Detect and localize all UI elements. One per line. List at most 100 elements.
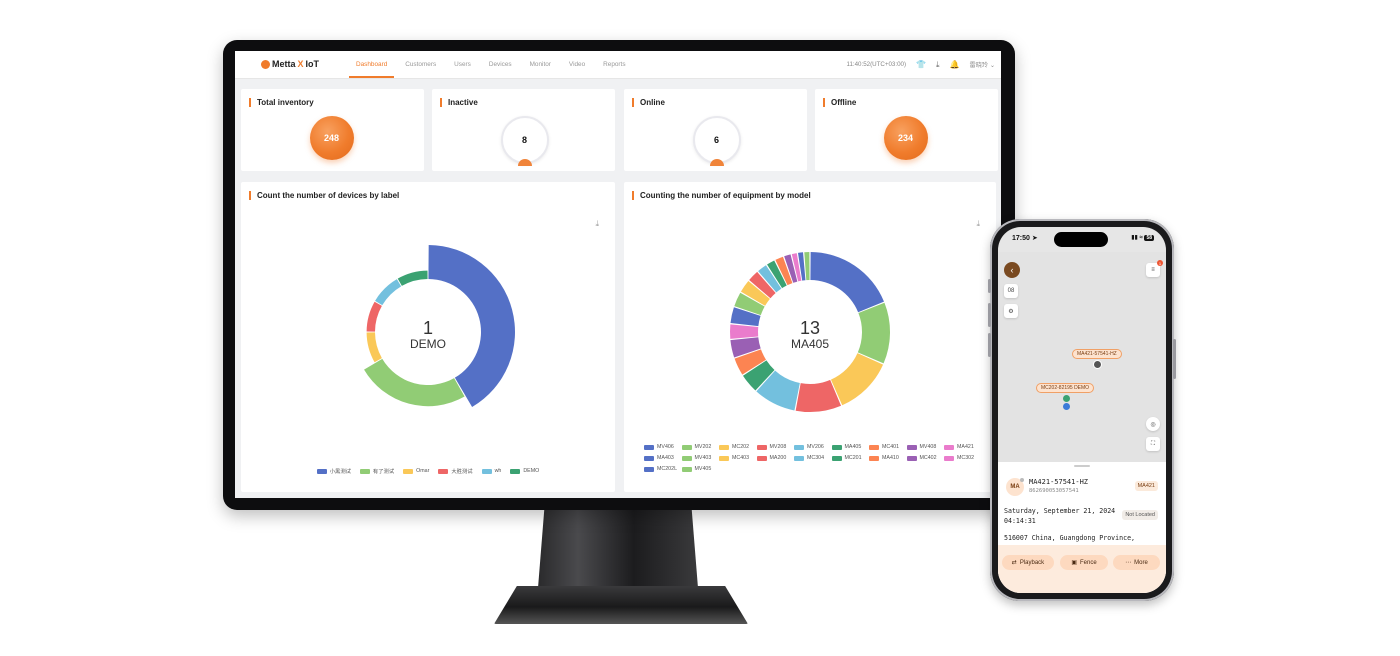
pie-slice-mv405[interactable]: [804, 252, 810, 281]
pie-slice-mv408[interactable]: [730, 337, 761, 358]
current-location-icon[interactable]: [1063, 403, 1070, 410]
logo-suffix: IoT: [305, 59, 320, 69]
bell-icon[interactable]: 🔔: [949, 60, 960, 69]
pie-slice-ma405[interactable]: [742, 360, 775, 391]
legend-item[interactable]: MC201: [831, 455, 870, 461]
more-button[interactable]: ⋯ More: [1113, 555, 1160, 570]
legend-swatch: [644, 455, 654, 461]
kpi-total-inventory: Total inventory 248: [241, 89, 424, 171]
legend-item[interactable]: MV208: [756, 444, 795, 450]
fullscreen-icon[interactable]: ⛶: [1146, 437, 1160, 451]
map-device-tag[interactable]: MC202-82195 DEMO: [1036, 383, 1095, 393]
download-icon[interactable]: ⤓: [595, 219, 599, 228]
legend-item[interactable]: MC202L: [644, 466, 682, 472]
legend-item[interactable]: MC202: [719, 444, 757, 450]
legend-item[interactable]: MV206: [794, 444, 832, 450]
legend-label: MC202: [732, 444, 750, 450]
legend-item[interactable]: MC304: [794, 455, 832, 461]
legend-item[interactable]: MC302: [944, 455, 982, 461]
locate-icon[interactable]: ◎: [1146, 417, 1160, 431]
user-menu[interactable]: 雷晓玲 ⌄: [970, 60, 995, 69]
map-view[interactable]: ‹ ≡ 1 08 ⚙ MA421-57541-HZ MC202-82195 DEM…: [998, 252, 1166, 462]
legend-item[interactable]: wh: [481, 467, 501, 475]
pie-slice-demo[interactable]: [397, 270, 428, 286]
pie-slice-大胜测试[interactable]: [366, 301, 382, 332]
list-icon[interactable]: ≡ 1: [1146, 260, 1163, 277]
legend-item[interactable]: 小黑测试: [316, 467, 351, 475]
app-logo[interactable]: Metta X IoT: [261, 59, 319, 69]
pie-slice-mc304[interactable]: [758, 265, 782, 293]
label-chart-legend: 小黑测试 有了测试 Omar 大胜测试 wh DEMO: [241, 467, 615, 475]
download-icon[interactable]: ⤓: [936, 59, 940, 69]
legend-swatch: [756, 444, 767, 450]
legend-swatch: [944, 444, 954, 450]
shirt-icon[interactable]: 👕: [916, 60, 926, 69]
pie-slice-mc302[interactable]: [791, 253, 802, 282]
legend-item[interactable]: MV403: [681, 455, 720, 461]
pie-slice-mc202[interactable]: [830, 353, 884, 406]
legend-item[interactable]: MC403: [719, 455, 757, 461]
map-pin-icon[interactable]: [1063, 395, 1070, 402]
pie-slice-有了测试[interactable]: [364, 358, 465, 407]
pie-slice-mv403[interactable]: [734, 292, 765, 316]
legend-swatch: [794, 455, 804, 461]
tab-users[interactable]: Users: [454, 61, 471, 68]
pie-slice-ma200[interactable]: [749, 271, 776, 299]
pie-slice-omar[interactable]: [366, 332, 382, 363]
tab-monitor[interactable]: Monitor: [529, 61, 551, 68]
back-icon[interactable]: ‹: [1004, 262, 1020, 278]
pie-slice-mc403[interactable]: [740, 281, 770, 306]
legend-item[interactable]: MC402: [906, 455, 945, 461]
tab-dashboard[interactable]: Dashboard: [347, 51, 396, 78]
map-pin-icon[interactable]: [1093, 360, 1102, 369]
legend-item[interactable]: MV202: [681, 444, 720, 450]
pie-slice-小黑测试[interactable]: [428, 245, 515, 407]
legend-item[interactable]: 大胜测试: [438, 467, 473, 475]
tab-video[interactable]: Video: [568, 61, 586, 68]
legend-swatch: [316, 468, 327, 474]
legend-swatch: [510, 468, 521, 474]
legend-item[interactable]: MV406: [644, 444, 682, 450]
map-device-tag[interactable]: MA421-57541-HZ: [1072, 349, 1122, 359]
kpi-title: Online: [632, 98, 665, 107]
pie-slice-ma410[interactable]: [775, 256, 793, 286]
device-time: 04:14:31: [1004, 517, 1036, 525]
pie-slice-mv206[interactable]: [756, 370, 800, 411]
pie-slice-mv208[interactable]: [795, 379, 842, 412]
route-icon: ⇄: [1011, 560, 1017, 566]
phone-time: 17:50: [1012, 235, 1030, 242]
fence-button[interactable]: ▣ Fence: [1060, 555, 1108, 570]
pie-slice-mv202[interactable]: [857, 302, 890, 364]
legend-item[interactable]: MA410: [869, 455, 907, 461]
legend-item[interactable]: MA403: [644, 455, 682, 461]
pie-slice-ma421[interactable]: [730, 324, 759, 339]
legend-item[interactable]: MA405: [831, 444, 870, 450]
legend-label: MV403: [694, 455, 712, 461]
map-layer-button[interactable]: 08: [1004, 284, 1018, 298]
pie-slice-wh[interactable]: [375, 279, 402, 306]
playback-button[interactable]: ⇄ Playback: [1002, 555, 1054, 570]
pie-slice-mc201[interactable]: [767, 260, 787, 289]
pie-slice-mc402[interactable]: [784, 254, 798, 283]
tab-devices[interactable]: Devices: [488, 61, 512, 68]
pie-slice-mv406[interactable]: [810, 252, 885, 313]
download-icon[interactable]: ⤓: [976, 219, 980, 228]
legend-item[interactable]: MA421: [944, 444, 982, 450]
pie-slice-ma403[interactable]: [730, 307, 761, 327]
legend-item[interactable]: MV408: [906, 444, 945, 450]
settings-icon[interactable]: ⚙: [1004, 304, 1018, 318]
kpi-offline: Offline 234: [815, 89, 998, 171]
pie-slice-mc202l[interactable]: [798, 252, 806, 281]
legend-swatch: [681, 444, 692, 450]
legend-item[interactable]: MA200: [756, 455, 795, 461]
legend-item[interactable]: MC401: [869, 444, 907, 450]
legend-item[interactable]: 有了测试: [359, 467, 394, 475]
legend-item[interactable]: MV405: [681, 466, 720, 472]
sheet-handle[interactable]: [1074, 465, 1090, 467]
pie-slice-mc401[interactable]: [734, 349, 766, 375]
tab-reports[interactable]: Reports: [603, 61, 626, 68]
legend-item[interactable]: DEMO: [510, 467, 539, 475]
legend-item[interactable]: Omar: [403, 467, 429, 475]
legend-label: MC304: [807, 455, 825, 461]
tab-customers[interactable]: Customers: [405, 61, 437, 68]
